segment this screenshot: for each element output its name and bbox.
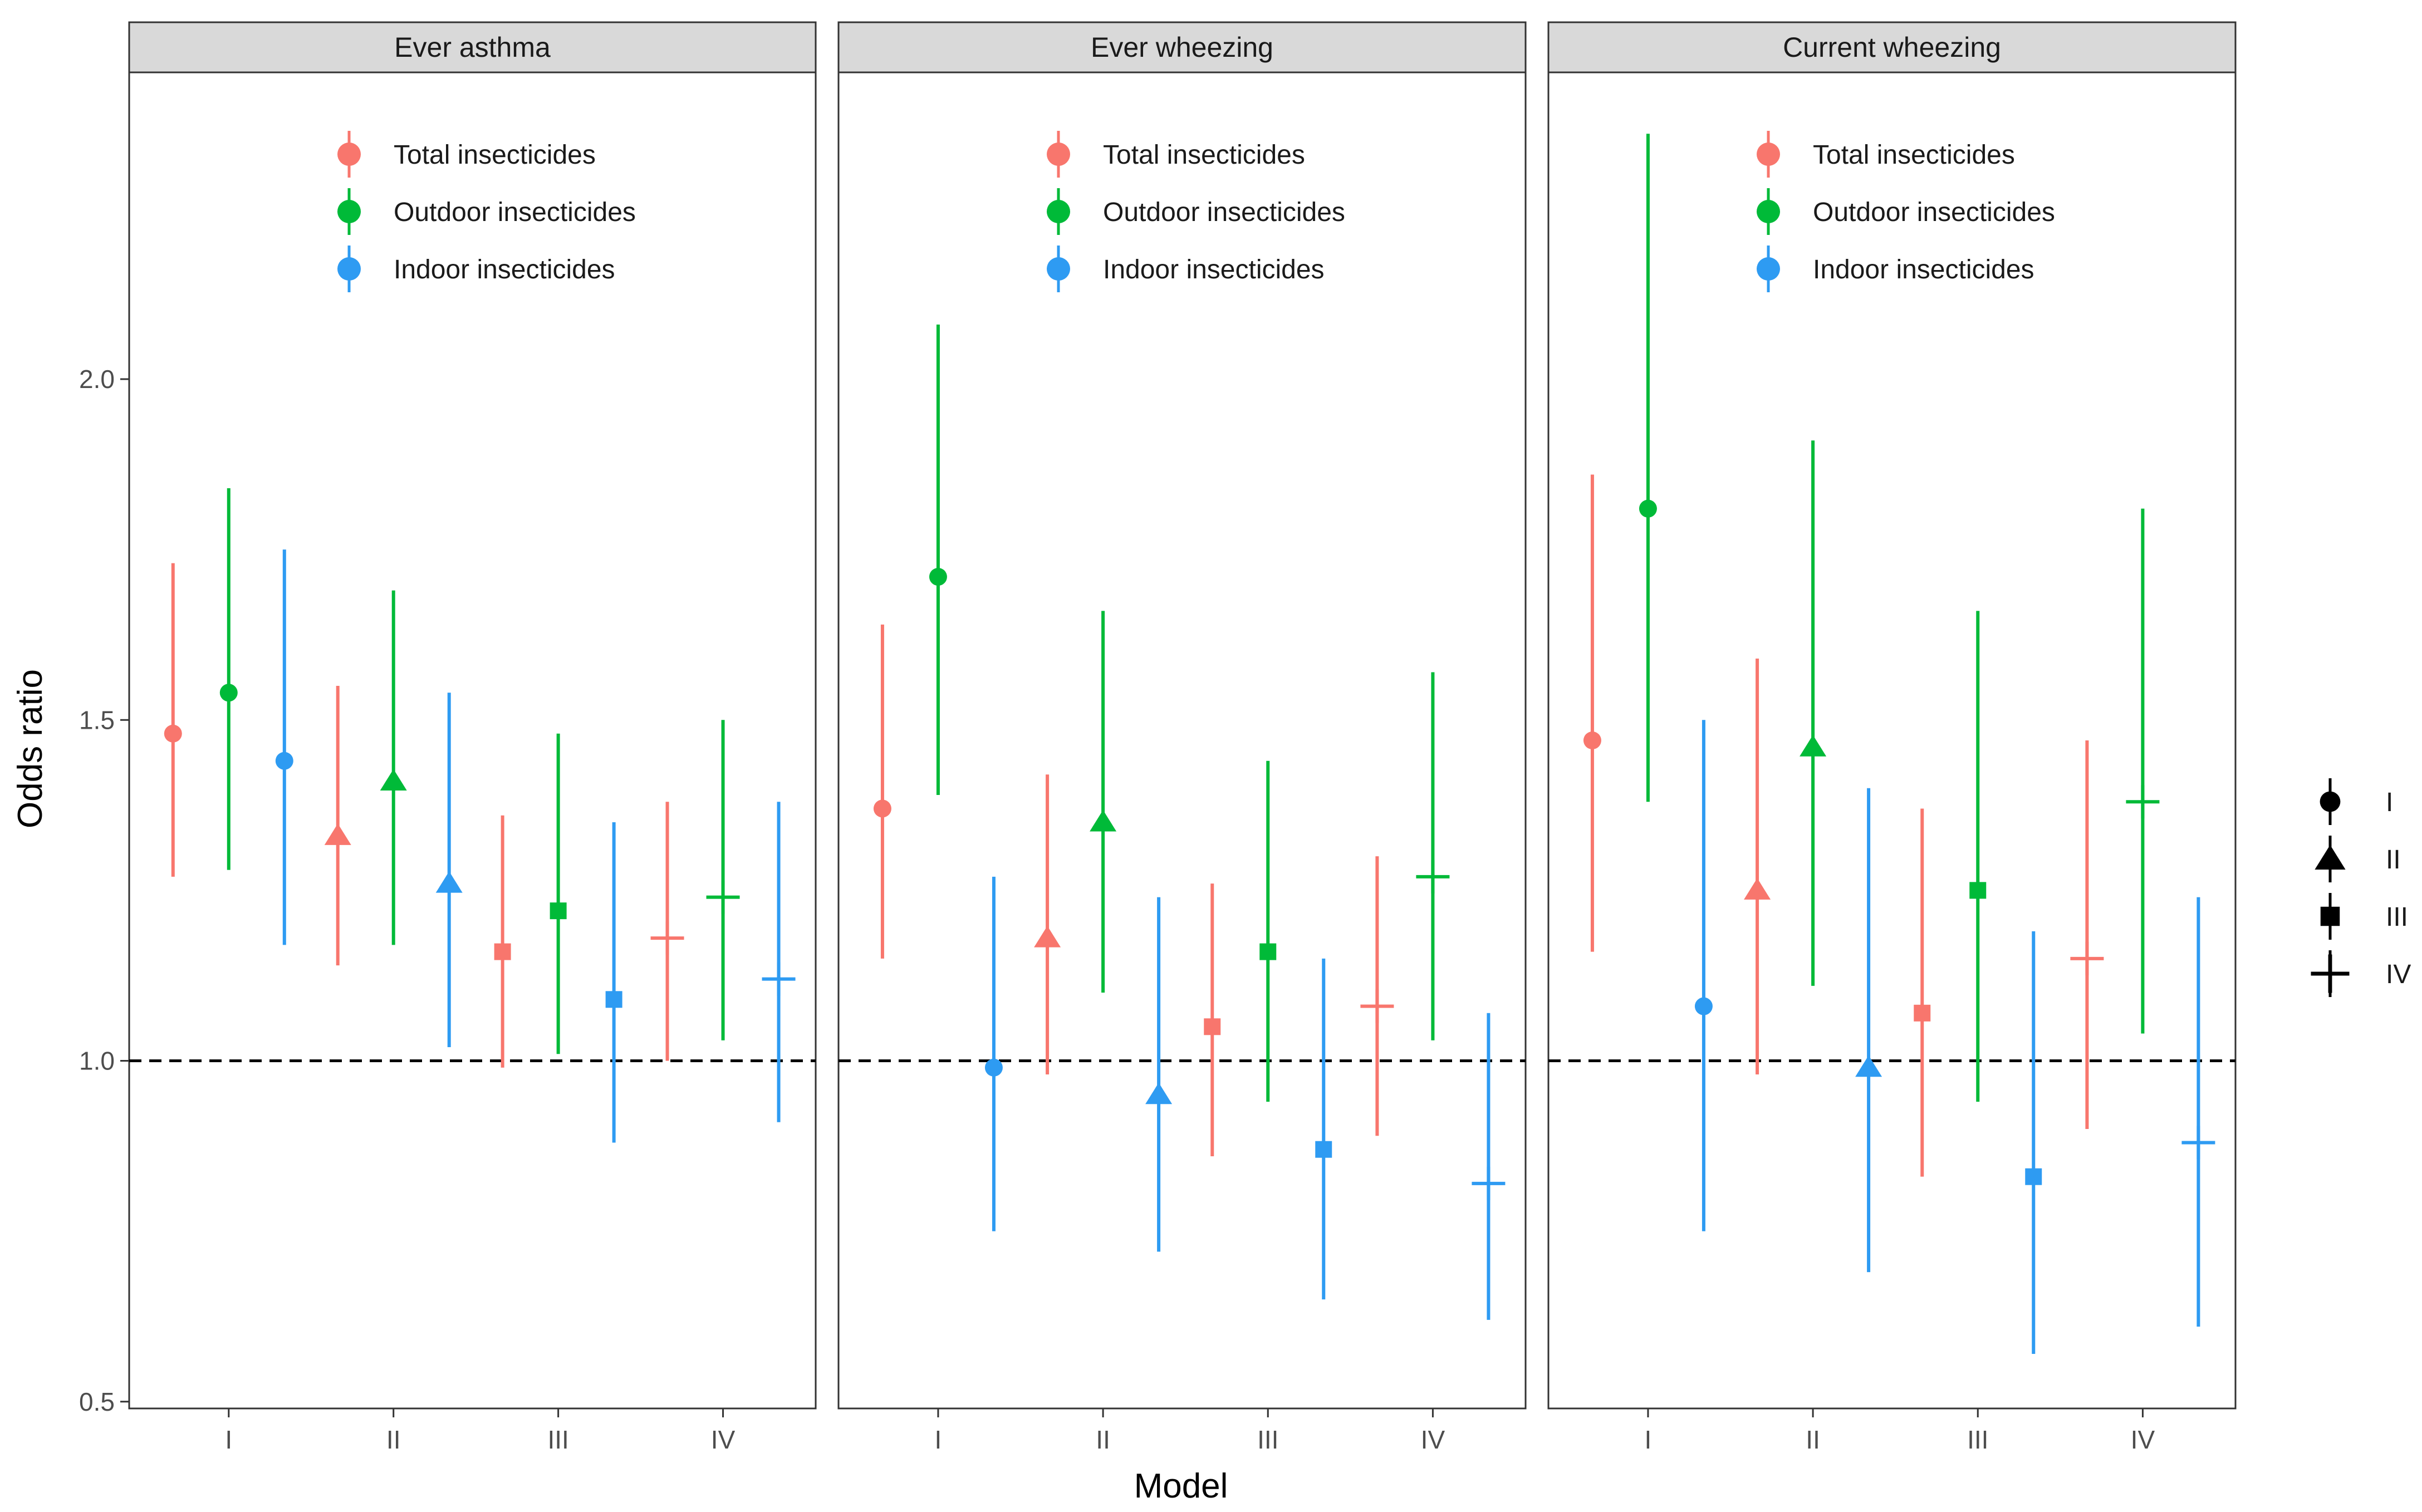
legend-label: Total insecticides bbox=[1813, 140, 2015, 170]
y-tick-label: 1.0 bbox=[79, 1047, 115, 1076]
shape-legend-label: III bbox=[2386, 902, 2408, 932]
facet-title: Ever wheezing bbox=[1091, 32, 1273, 63]
x-tick-label: II bbox=[386, 1425, 401, 1454]
data-point bbox=[929, 568, 947, 586]
data-point bbox=[1259, 943, 1277, 960]
legend-label: Indoor insecticides bbox=[394, 255, 615, 284]
data-point bbox=[2181, 1126, 2215, 1160]
y-tick-label: 0.5 bbox=[79, 1387, 115, 1416]
data-point bbox=[324, 823, 351, 845]
data-point bbox=[1639, 499, 1657, 518]
data-point bbox=[1360, 989, 1394, 1023]
panel-border bbox=[837, 71, 1527, 1410]
data-point bbox=[1090, 809, 1117, 832]
data-point bbox=[494, 943, 511, 960]
legend-label: Indoor insecticides bbox=[1813, 255, 2034, 284]
data-point bbox=[164, 724, 182, 743]
data-point bbox=[984, 1058, 1003, 1077]
legend-key-point bbox=[1757, 143, 1780, 166]
data-point bbox=[1145, 1082, 1173, 1104]
y-tick-label: 1.5 bbox=[79, 705, 115, 734]
shape-legend-symbol bbox=[2320, 906, 2340, 926]
shape-legend-symbol bbox=[2311, 954, 2350, 993]
legend-label: Outdoor insecticides bbox=[1103, 198, 1345, 227]
x-tick-label: IV bbox=[1421, 1425, 1445, 1454]
facet-title: Ever asthma bbox=[394, 32, 551, 63]
data-point bbox=[1583, 732, 1601, 749]
x-axis-title: Model bbox=[1134, 1467, 1228, 1505]
data-point bbox=[1034, 926, 1061, 948]
x-tick-label: IV bbox=[711, 1425, 736, 1454]
shape-legend-label: I bbox=[2386, 788, 2393, 817]
x-tick-label: I bbox=[225, 1425, 232, 1454]
data-point bbox=[706, 880, 740, 914]
panel-border bbox=[1547, 71, 2237, 1410]
facet-strip bbox=[837, 21, 1527, 73]
data-point bbox=[605, 991, 622, 1008]
legend-label: Indoor insecticides bbox=[1103, 255, 1325, 284]
x-tick-label: II bbox=[1806, 1425, 1820, 1454]
x-tick-label: II bbox=[1096, 1425, 1110, 1454]
legend-key-point bbox=[337, 257, 361, 281]
legend-key-point bbox=[1047, 257, 1070, 281]
data-point bbox=[2070, 941, 2104, 975]
shape-legend-label: IV bbox=[2386, 960, 2411, 989]
legend-label: Outdoor insecticides bbox=[1813, 198, 2055, 227]
legend-label: Total insecticides bbox=[1103, 140, 1305, 170]
legend-key-point bbox=[337, 143, 361, 166]
shape-legend-symbol bbox=[2320, 791, 2341, 812]
legend-key-point bbox=[1757, 200, 1780, 223]
x-tick-label: I bbox=[935, 1425, 942, 1454]
data-point bbox=[1472, 1166, 1506, 1200]
data-point bbox=[435, 871, 463, 893]
data-point bbox=[1800, 735, 1827, 757]
data-point bbox=[1855, 1055, 1882, 1077]
data-point bbox=[550, 902, 567, 920]
shape-legend-symbol bbox=[2315, 845, 2346, 870]
x-tick-label: III bbox=[1967, 1425, 1988, 1454]
facet-strip bbox=[128, 21, 817, 73]
data-point bbox=[1914, 1004, 1931, 1022]
facet-strip bbox=[1547, 21, 2237, 73]
data-point bbox=[762, 962, 796, 996]
legend-key-point bbox=[1757, 257, 1780, 281]
legend-label: Outdoor insecticides bbox=[394, 198, 636, 227]
data-point bbox=[275, 752, 293, 770]
data-point bbox=[1315, 1141, 1332, 1158]
data-point bbox=[1204, 1018, 1221, 1035]
facet-title: Current wheezing bbox=[1783, 32, 2001, 63]
data-point bbox=[219, 684, 238, 702]
data-point bbox=[873, 799, 891, 818]
data-point bbox=[2025, 1168, 2042, 1185]
data-point bbox=[1694, 997, 1713, 1015]
shape-legend-label: II bbox=[2386, 845, 2401, 875]
y-axis-title: Odds ratio bbox=[11, 669, 50, 828]
y-tick-label: 2.0 bbox=[79, 365, 115, 394]
panel-border bbox=[128, 71, 817, 1410]
x-tick-label: III bbox=[547, 1425, 568, 1454]
data-point bbox=[650, 921, 684, 955]
data-point bbox=[380, 769, 407, 791]
x-tick-label: IV bbox=[2131, 1425, 2155, 1454]
legend-label: Total insecticides bbox=[394, 140, 596, 170]
data-point bbox=[2126, 785, 2160, 819]
legend-key-point bbox=[1047, 200, 1070, 223]
legend-key-point bbox=[337, 200, 361, 223]
data-point bbox=[1969, 882, 1987, 899]
legend-key-point bbox=[1047, 143, 1070, 166]
data-point bbox=[1416, 860, 1450, 894]
data-point bbox=[1744, 878, 1771, 900]
x-tick-label: III bbox=[1257, 1425, 1278, 1454]
x-tick-label: I bbox=[1645, 1425, 1652, 1454]
